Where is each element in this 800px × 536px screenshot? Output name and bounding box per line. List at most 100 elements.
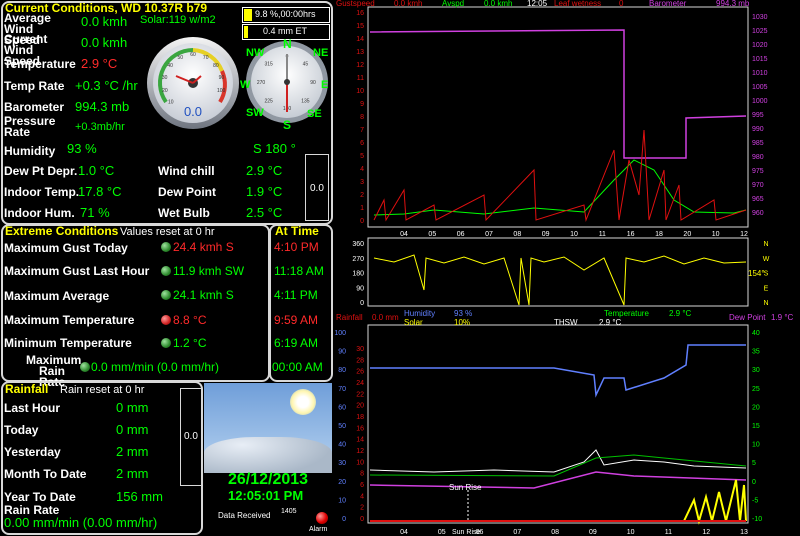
sun-rise-marker: Sun Rise [449,483,482,492]
max-rain-rate-indicator[interactable] [80,362,90,372]
g3-right-tick-label: -5 [752,497,758,504]
g3-right-tick-label: 25 [752,386,760,393]
g1-right-tick-label: 990 [752,126,764,133]
g2-left-tick-label: 360 [352,241,364,248]
g3-left-tick-label: 60 [338,404,346,411]
compass-tick-label: 315 [264,62,273,68]
compass-tick-label: 225 [264,98,273,104]
speedo-tick-label: 60 [190,52,196,58]
g1-right-tick-label: 970 [752,182,764,189]
et-fill [244,26,248,38]
current-date: 26/12/2013 [228,471,309,488]
g1-right-tick-label: 960 [752,210,764,217]
g1-right-tick-label: 1005 [752,84,768,91]
compass-ne-label: NE [313,47,329,59]
g1-left-tick-label: 5 [360,153,364,160]
g3-right-tick-label: 15 [752,423,760,430]
g3-inner-tick-label: 8 [360,471,364,478]
g1-left-tick-label: 11 [357,75,364,82]
compass-se-label: SE [307,108,322,120]
indoor-hum-value: 71 % [80,205,110,220]
thsw-series [369,471,747,489]
avg-wind-value: 0.0 kmh [81,14,128,29]
g3-legend-rain: Rainfall [336,313,363,322]
current-side-box [305,154,329,221]
wind-baro-graph-frame [367,6,749,228]
min-temp-time: 6:19 AM [274,336,319,350]
g3-right-tick-label: 35 [752,349,760,356]
g1-right-tick-label: 965 [752,196,764,203]
compass-tick-label: 45 [303,62,309,68]
max-gust-today-time: 4:10 PM [274,240,319,254]
max-gust-today-indicator[interactable] [161,242,171,252]
compass-tick-label: 270 [257,80,266,86]
min-temp-indicator[interactable] [161,338,171,348]
max-gust-hour-label: Maximum Gust Last Hour [4,264,150,278]
g1-right-tick-label: 980 [752,154,764,161]
barometer-label: Barometer [4,100,65,114]
g3-inner-tick-label: 18 [356,414,364,421]
max-average-value: 24.1 kmh S [173,288,234,302]
g3-inner-tick-label: 14 [356,437,364,444]
rainfall-title: Rainfall [5,382,49,396]
max-temp-indicator[interactable] [161,315,171,325]
g2-right-direction-label: W [763,256,770,263]
g1-left-tick-label: 13 [356,49,364,56]
speedo-tick-label: 90 [219,75,225,81]
humidity-series [370,344,746,398]
g3-legend-hum: Humidity [404,309,435,318]
g3-inner-tick-label: 12 [356,448,364,455]
wind-direction-graph-frame [367,237,749,307]
max-rain-rate-value: 0.0 mm/min (0.0 mm/hr) [91,360,220,374]
g1-left-tick-label: 15 [356,23,364,30]
compass-nw-label: NW [246,47,265,59]
current-conditions-title: Current Conditions, WD 10.37R b79 [5,1,208,15]
g1-left-tick-label: 12 [356,62,364,69]
cloud-icon [204,437,332,473]
barometer-value: 994.3 mb [75,99,130,114]
sun-percent-fill [244,9,252,21]
g1-x-tick-label: 08 [513,231,521,238]
min-temp-value: 1.2 °C [173,336,207,350]
g1-legend-avg: Avspd [442,0,464,8]
max-average-label: Maximum Average [4,289,110,303]
speedo-tick-label: 40 [167,63,173,69]
min-temp-label: Minimum Temperature [4,336,132,350]
g3-legend-temp: Temperature [604,309,649,318]
g3-left-tick-label: 10 [338,497,346,504]
et-box: 0.4 mm ET [242,24,330,40]
g3-inner-tick-label: 16 [356,425,364,432]
at-time-title: At Time [275,224,319,238]
g3-inner-tick-label: 6 [360,482,364,489]
max-gust-hour-indicator[interactable] [161,266,171,276]
speedo-tick-label: 50 [178,55,184,61]
sun-rise-x-label: Sun Rise [452,529,481,536]
g2-right-direction-label: E [764,285,769,292]
g1-legend-baro: Barometer [649,0,687,8]
max-gust-today-label: Maximum Gust Today [4,241,128,255]
alarm-light-icon[interactable] [316,512,328,524]
rain-last-hour-value: 0 mm [116,400,149,415]
max-average-indicator[interactable] [161,290,171,300]
g1-left-tick-label: 3 [360,179,364,186]
g1-right-tick-label: 975 [752,168,764,175]
g3-x-tick-label: 10 [627,529,635,536]
g1-x-tick-label: 09 [542,231,550,238]
rain-yesterday-label: Yesterday [4,445,61,459]
g3-x-tick-label: 12 [702,529,710,536]
g3-right-tick-label: 0 [752,479,756,486]
g3-x-tick-label: 07 [513,529,521,536]
g3-right-tick-label: 40 [752,330,760,337]
g1-right-tick-label: 995 [752,112,764,119]
g3-inner-tick-label: 22 [356,391,364,398]
solar-series [683,479,747,525]
data-received-label: Data Received [218,511,271,520]
wind-direction-compass: 04590135180225270315 [246,41,328,123]
rain-yesterday-value: 2 mm [116,444,149,459]
g3-x-tick-label: 09 [589,529,597,536]
g1-left-tick-label: 1 [360,205,364,212]
speedo-value: 0.0 [184,104,202,119]
g3-left-tick-label: 50 [338,423,346,430]
wet-bulb-label: Wet Bulb [158,206,210,220]
g1-legend-gust-val: 0.0 kmh [394,0,422,8]
